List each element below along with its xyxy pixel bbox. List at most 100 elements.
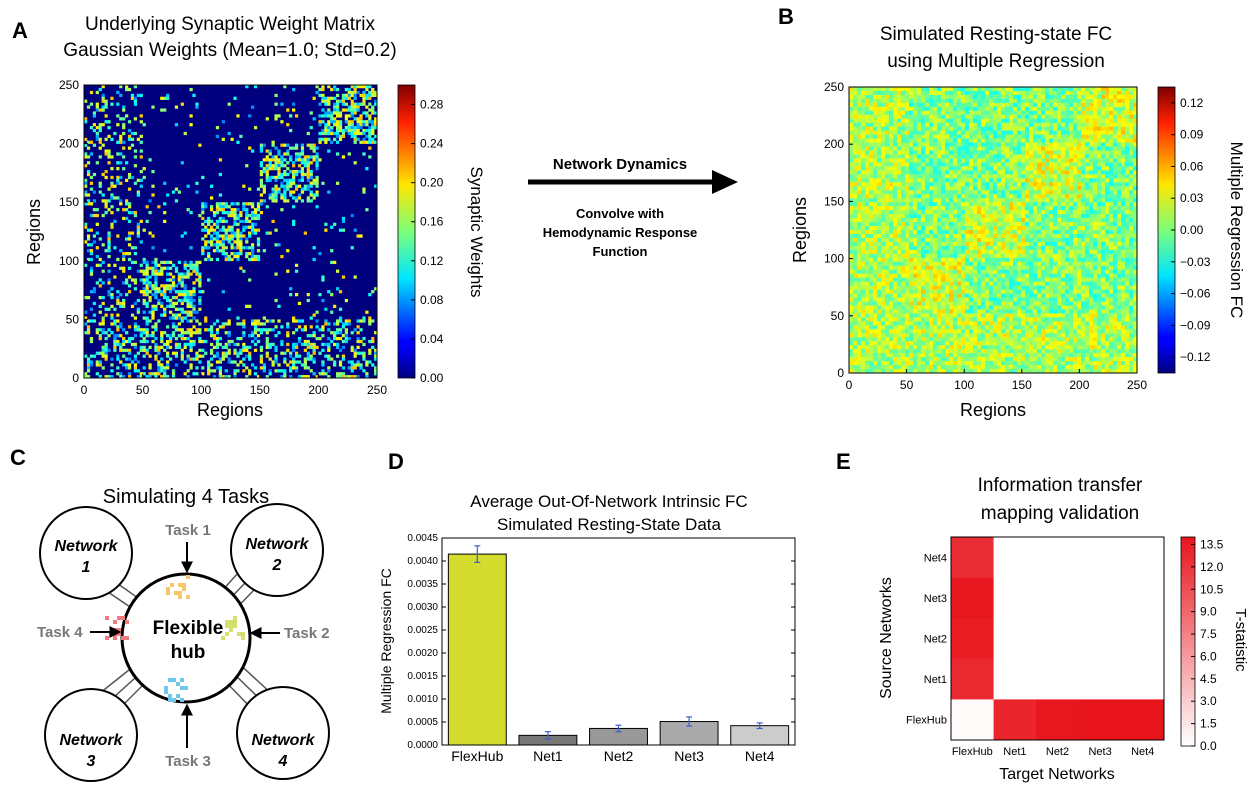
matrix-a-cell [183,293,187,297]
matrix-b-cell [909,182,914,187]
matrix-b-cell [1097,142,1102,147]
matrix-b-cell [921,150,926,155]
matrix-a-cell [101,351,105,355]
matrix-b-cell [917,154,922,159]
matrix-b-cell [1101,186,1106,191]
matrix-a-cell [133,99,138,103]
matrix-b-cell [1097,114,1102,120]
matrix-b-cell [1105,122,1110,128]
matrix-a-cell [292,87,296,92]
matrix-a-cell [242,331,246,335]
matrix-b-cell [933,114,938,120]
matrix-b-cell [913,166,918,171]
matrix-b-cell [917,233,922,239]
panel-b-heatmap [849,87,1138,374]
matrix-a-cell [233,216,237,221]
matrix-a-cell [227,360,231,364]
matrix-b-cell [1129,122,1134,128]
matrix-b-cell [1073,118,1078,124]
matrix-a-cell [368,85,372,89]
matrix-a-cell [265,149,269,153]
matrix-a-cell [166,93,170,98]
matrix-a-cell [84,193,88,197]
matrix-a-cell [174,269,179,273]
matrix-a-cell [294,351,299,355]
matrix-b-cell [909,230,914,235]
matrix-a-cell [98,322,102,326]
matrix-b-cell [1125,130,1130,135]
matrix-b-cell [1085,118,1090,124]
matrix-b-cell [973,186,978,191]
matrix-b-cell [997,158,1002,163]
matrix-b-cell [1041,130,1046,135]
matrix-b-cell [1081,230,1086,235]
matrix-a-cell [271,143,275,147]
matrix-b-cell [857,202,862,207]
matrix-b-cell [1085,110,1090,116]
matrix-a-cell [116,342,120,347]
matrix-b-cell [1041,186,1046,191]
matrix-b-cell [969,166,974,171]
matrix-a-cell [321,342,325,347]
matrix-a-cell [215,202,220,206]
matrix-b-cell [869,94,874,100]
matrix-b-cell [937,182,942,187]
matrix-b-cell [1045,146,1050,151]
matrix-b-cell [997,198,1002,203]
matrix-b-cell [1045,122,1050,128]
matrix-b-cell [1041,210,1046,215]
matrix-a-cell [315,190,319,194]
matrix-b-cell [1081,142,1086,147]
matrix-a-cell [180,348,184,352]
matrix-b-cell [849,190,854,195]
matrix-b-cell [909,170,914,175]
matrix-b-cell [913,138,918,143]
matrix-b-cell [889,230,894,235]
matrix-b-cell [953,186,958,191]
matrix-a-cell [274,334,278,338]
matrix-b-cell [917,134,922,139]
matrix-b-cell [985,98,990,104]
matrix-a-cell [142,272,146,276]
matrix-b-cell [989,122,994,128]
matrix-b-cell [917,90,922,96]
matrix-b-cell [1125,110,1130,116]
panel-a-ylabel: Regions [24,199,44,265]
matrix-a-cell [110,181,114,185]
matrix-a-cell [133,334,138,338]
matrix-b-cell [977,142,982,147]
matrix-a-cell [297,164,302,168]
matrix-b-cell [1125,102,1130,108]
matrix-b-cell [1105,198,1110,203]
matrix-b-cell [1117,90,1122,96]
matrix-b-cell [981,130,986,135]
matrix-b-cell [853,114,858,120]
matrix-a-cell [292,102,296,106]
matrix-a-cell [283,158,287,162]
matrix-a-cell [297,336,302,341]
matrix-b-cell [893,178,898,183]
matrix-b-cell [981,162,986,167]
matrix-a-cell [371,290,375,294]
matrix-b-cell [857,142,862,147]
matrix-b-cell [933,210,938,215]
matrix-a-cell [171,313,176,317]
matrix-a-cell [333,117,337,121]
matrix-b-cell [1121,154,1126,159]
matrix-b-cell [941,174,946,179]
matrix-a-cell [209,205,214,209]
matrix-a-cell [92,114,97,118]
matrix-a-cell [283,172,287,177]
matrix-b-cell [1125,194,1130,199]
matrix-b-cell [1117,198,1122,203]
matrix-b-cell [905,90,910,96]
matrix-b-cell [1097,118,1102,124]
matrix-a-cell [207,360,211,364]
matrix-b-cell [1097,102,1102,108]
matrix-a-cell [253,328,258,332]
matrix-a-cell [192,310,196,314]
arrow-bottom-line2: Hemodynamic Response [543,225,698,240]
matrix-a-cell [186,319,190,323]
matrix-b-cell [1113,210,1118,215]
matrix-b-cell [945,102,950,108]
